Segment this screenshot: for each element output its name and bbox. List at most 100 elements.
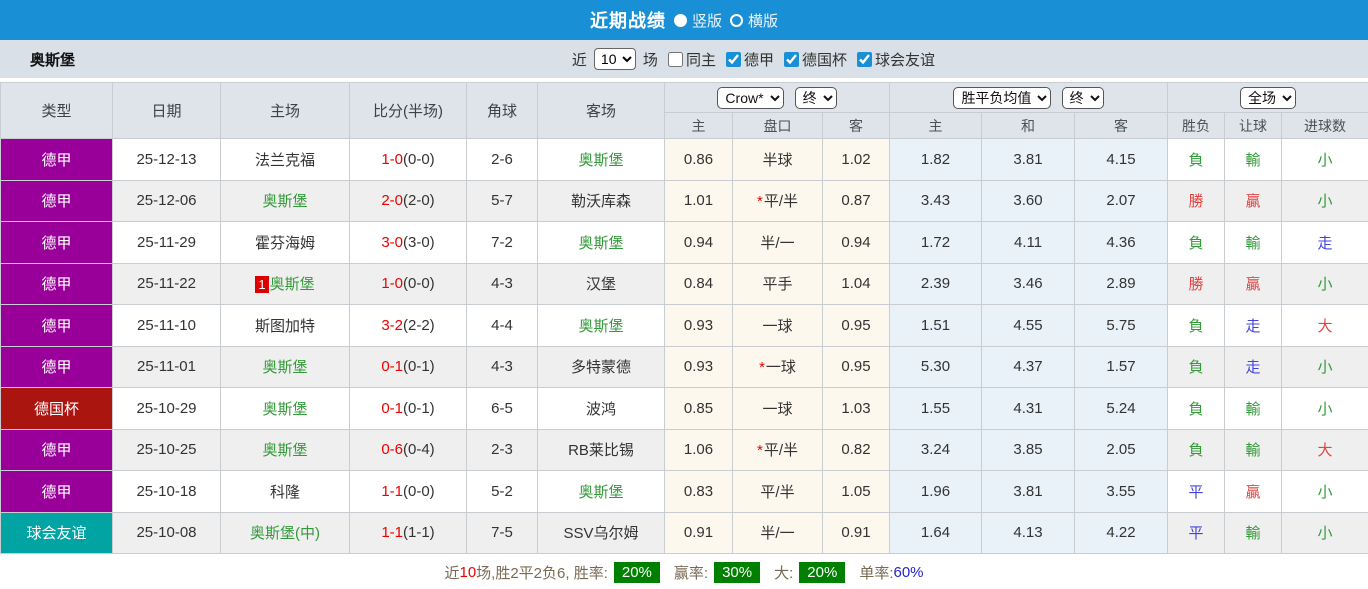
- horizontal-radio-icon[interactable]: [730, 13, 743, 27]
- result-handicap: 走: [1224, 345, 1283, 388]
- handicap-line: *一球: [732, 345, 823, 388]
- corners-score: 4-3: [466, 345, 538, 388]
- vertical-radio-icon[interactable]: [673, 13, 687, 27]
- handicap-odds-away: 0.94: [821, 221, 891, 264]
- match-date: 25-10-18: [112, 470, 221, 513]
- handicap-odds-away: 0.87: [821, 179, 891, 222]
- result-outcome: 負: [1167, 138, 1226, 181]
- single-rate-value: 60%: [893, 563, 924, 581]
- result-handicap: 贏: [1224, 470, 1283, 513]
- club-friendly-checkbox[interactable]: [856, 51, 872, 67]
- home-team: 奥斯堡(中): [220, 511, 350, 554]
- avg-odds-draw: 4.37: [981, 345, 1076, 388]
- handicap-odds-away: 0.91: [821, 511, 891, 554]
- away-team: 勒沃库森: [537, 179, 665, 222]
- avg-source-select[interactable]: 胜平负均值: [953, 86, 1052, 109]
- away-team: 奥斯堡: [537, 304, 665, 347]
- away-team: 奥斯堡: [537, 221, 665, 264]
- handicap-odds-home: 0.85: [664, 387, 733, 430]
- avg-time-select[interactable]: 终: [1061, 86, 1104, 109]
- home-team: 奥斯堡: [220, 387, 350, 430]
- odds-time-select[interactable]: 终: [794, 86, 837, 109]
- handicap-odds-home: 1.01: [664, 179, 733, 222]
- match-date: 25-11-10: [112, 304, 221, 347]
- filter-bundesliga[interactable]: 德甲: [720, 49, 774, 70]
- match-score: 1-0(0-0): [349, 262, 467, 305]
- match-date: 25-11-01: [112, 345, 221, 388]
- match-score: 1-1(1-1): [349, 511, 467, 554]
- match-type-badge: 德甲: [0, 428, 113, 471]
- col-header-corners: 角球: [466, 82, 538, 139]
- match-row: 德甲 25-11-22 1 奥斯堡 1-0(0-0) 4-3 汉堡 0.84 平手 1.04 2.3…: [0, 262, 1368, 305]
- corners-score: 4-3: [466, 262, 538, 305]
- result-handicap: 輸: [1224, 387, 1283, 430]
- match-score: 1-1(0-0): [349, 470, 467, 513]
- handicap-odds-away: 1.04: [821, 262, 891, 305]
- col-header-type: 类型: [0, 82, 113, 139]
- scope-select[interactable]: 全场: [1240, 86, 1297, 109]
- corners-score: 7-2: [466, 221, 538, 264]
- result-goals: 小: [1281, 262, 1368, 305]
- page-title: 近期战绩: [589, 11, 666, 31]
- handicap-odds-home: 0.93: [664, 304, 733, 347]
- german-cup-checkbox[interactable]: [783, 51, 799, 67]
- handicap-rate-badge: 30%: [714, 561, 761, 583]
- match-score: 2-0(2-0): [349, 179, 467, 222]
- avg-odds-home: 1.64: [889, 511, 983, 554]
- same-home-checkbox[interactable]: [667, 51, 683, 67]
- match-count-select[interactable]: 10: [593, 48, 636, 70]
- filter-german-cup[interactable]: 德国杯: [778, 49, 847, 70]
- corners-score: 4-4: [466, 304, 538, 347]
- avg-odds-away: 2.89: [1074, 262, 1169, 305]
- layout-option-vertical[interactable]: 竖版: [673, 10, 722, 31]
- odds-source-select[interactable]: Crow*: [717, 86, 785, 109]
- match-score: 0-1(0-1): [349, 387, 467, 430]
- avg-odds-away: 1.57: [1074, 345, 1169, 388]
- match-row: 德甲 25-12-13 法兰克福 1-0(0-0) 2-6 奥斯堡 0.86 半球 1.02 1.…: [0, 138, 1368, 181]
- away-team: 奥斯堡: [537, 470, 665, 513]
- match-type-badge: 德甲: [0, 470, 113, 513]
- near-label: 近: [571, 51, 587, 69]
- match-type-badge: 德甲: [0, 138, 113, 181]
- corners-score: 6-5: [466, 387, 538, 430]
- match-type-badge: 德国杯: [0, 387, 113, 430]
- avg-odds-draw: 3.81: [981, 138, 1076, 181]
- avg-odds-home: 1.72: [889, 221, 983, 264]
- result-scope-group: 全场: [1167, 82, 1368, 113]
- title-bar: 近期战绩 竖版 横版: [0, 0, 1368, 40]
- corners-score: 5-7: [466, 179, 538, 222]
- horizontal-radio-label[interactable]: 横版: [748, 12, 779, 30]
- avg-odds-home: 2.39: [889, 262, 983, 305]
- avg-odds-home: 5.30: [889, 345, 983, 388]
- avg-odds-home: 1.82: [889, 138, 983, 181]
- result-goals: 走: [1281, 221, 1368, 264]
- bundesliga-checkbox[interactable]: [725, 51, 741, 67]
- match-score: 0-1(0-1): [349, 345, 467, 388]
- result-outcome: 勝: [1167, 179, 1226, 222]
- header-sub-row: 主 盘口 客 主 和 客 胜负 让球 进球数: [1, 112, 1368, 139]
- avg-odds-draw: 3.85: [981, 428, 1076, 471]
- vertical-radio-label[interactable]: 竖版: [691, 12, 722, 30]
- header-group-row: 类型 日期 主场 比分(半场) 角球 客场 Crow* 终 胜平负均值 终: [0, 82, 1368, 139]
- result-handicap: 輸: [1224, 138, 1283, 181]
- away-team: SSV乌尔姆: [537, 511, 665, 554]
- filter-club-friendly[interactable]: 球会友谊: [851, 49, 935, 70]
- match-type-badge: 德甲: [0, 179, 113, 222]
- handicap-line: *平/半: [732, 179, 823, 222]
- match-type-badge: 德甲: [0, 262, 113, 305]
- corners-score: 5-2: [466, 470, 538, 513]
- filter-same-home[interactable]: 同主: [662, 49, 716, 70]
- avg-odds-draw: 4.11: [981, 221, 1076, 264]
- summary-count: 10: [459, 563, 477, 581]
- avg-odds-away: 4.15: [1074, 138, 1169, 181]
- subcol-avg-home: 主: [889, 112, 983, 139]
- subcol-odds-away: 客: [821, 112, 891, 139]
- away-team: 波鸿: [537, 387, 665, 430]
- layout-option-horizontal[interactable]: 横版: [730, 10, 778, 31]
- big-rate-badge: 20%: [799, 561, 846, 583]
- result-goals: 小: [1281, 179, 1368, 222]
- match-date: 25-12-13: [112, 138, 221, 181]
- home-team: 法兰克福: [220, 138, 350, 181]
- avg-odds-home: 1.51: [889, 304, 983, 347]
- summary-bar: 近 10 场,胜2平2负6, 胜率: 20% 赢率: 30% 大: 20% 单率: …: [0, 554, 1368, 589]
